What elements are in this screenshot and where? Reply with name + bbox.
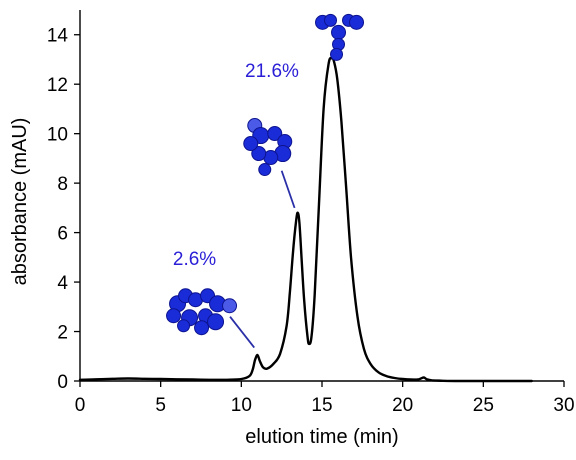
- y-axis-label: absorbance (mAU): [9, 118, 31, 286]
- trace-layer: [78, 56, 533, 383]
- antibody-monomer-structure-icon: [315, 13, 365, 61]
- x-tick-label: 20: [392, 395, 413, 416]
- x-tick-label: 10: [231, 395, 252, 416]
- tick-marks: 0 5 10 15 20 25 30 0 2 4 6 8 10 12 14: [47, 26, 575, 416]
- y-tick-label: 0: [57, 372, 68, 393]
- absorbance-trace: [78, 56, 533, 383]
- x-tick-label: 0: [75, 395, 86, 416]
- x-tick-label: 15: [311, 395, 332, 416]
- y-tick-label: 6: [57, 224, 68, 245]
- x-axis-label: elution time (min): [245, 426, 398, 448]
- antibody-trimer-structure-icon: [166, 288, 238, 336]
- peak-percentage-label: 21.6%: [245, 61, 299, 82]
- y-tick-label: 14: [47, 26, 69, 47]
- y-tick-label: 12: [47, 75, 68, 96]
- x-tick-label: 30: [553, 395, 574, 416]
- y-tick-label: 10: [47, 125, 68, 146]
- x-tick-label: 5: [155, 395, 166, 416]
- y-tick-label: 2: [57, 323, 68, 344]
- antibody-dimer-structure-icon: [243, 118, 293, 177]
- annotation-layer: 2.6% 21.6%: [166, 13, 365, 349]
- dimer-leader-line: [280, 170, 296, 209]
- axes: [79, 10, 564, 382]
- trimer-leader-line: [229, 316, 255, 349]
- y-tick-label: 4: [57, 273, 68, 294]
- x-tick-label: 25: [473, 395, 494, 416]
- peak-percentage-label: 2.6%: [173, 249, 216, 270]
- y-tick-label: 8: [57, 174, 68, 195]
